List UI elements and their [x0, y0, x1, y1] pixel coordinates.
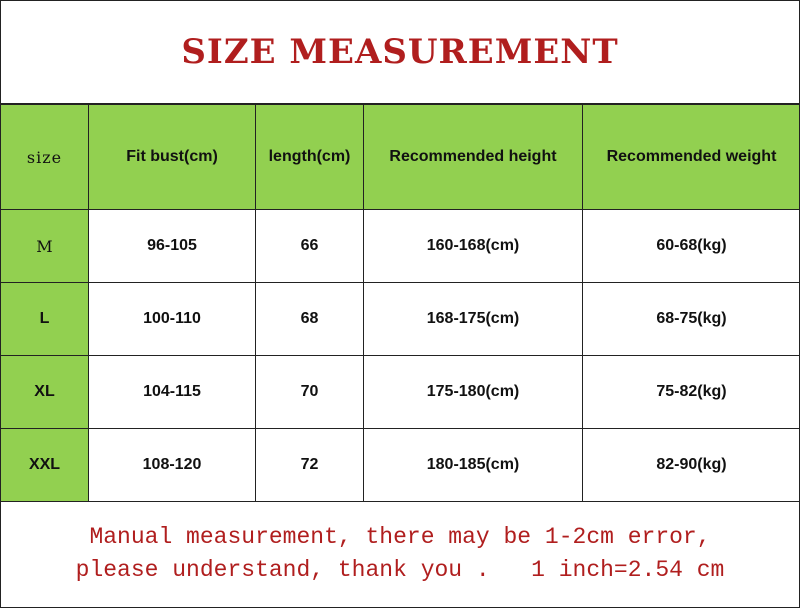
footer-line-1: Manual measurement, there may be 1-2cm e…: [89, 524, 711, 550]
bust-cell: 108-120: [88, 428, 256, 502]
size-cell: XL: [1, 355, 89, 429]
bust-cell: 96-105: [88, 209, 256, 283]
bust-cell: 104-115: [88, 355, 256, 429]
table-header-row: size Fit bust(cm) length(cm) Recommended…: [1, 104, 799, 210]
footer-line-2: please understand, thank you . 1 inch=2.…: [75, 557, 725, 583]
weight-cell: 75-82(kg): [582, 355, 799, 429]
header-length: length(cm): [255, 104, 364, 210]
length-cell: 68: [255, 282, 364, 356]
size-table: size Fit bust(cm) length(cm) Recommended…: [1, 104, 799, 502]
table-row: L 100-110 68 168-175(cm) 68-75(kg): [1, 282, 799, 356]
chart-title: SIZE MEASUREMENT: [1, 1, 799, 104]
header-size: size: [1, 104, 89, 210]
length-cell: 66: [255, 209, 364, 283]
weight-cell: 68-75(kg): [582, 282, 799, 356]
table-row: XXL 108-120 72 180-185(cm) 82-90(kg): [1, 428, 799, 502]
footer-note: Manual measurement, there may be 1-2cm e…: [1, 502, 799, 606]
height-cell: 180-185(cm): [363, 428, 583, 502]
height-cell: 175-180(cm): [363, 355, 583, 429]
table-row: M 96-105 66 160-168(cm) 60-68(kg): [1, 209, 799, 283]
size-cell: XXL: [1, 428, 89, 502]
weight-cell: 60-68(kg): [582, 209, 799, 283]
header-fit-bust: Fit bust(cm): [88, 104, 256, 210]
height-cell: 168-175(cm): [363, 282, 583, 356]
length-cell: 72: [255, 428, 364, 502]
table-row: XL 104-115 70 175-180(cm) 75-82(kg): [1, 355, 799, 429]
header-recommended-height: Recommended height: [363, 104, 583, 210]
height-cell: 160-168(cm): [363, 209, 583, 283]
size-cell: M: [1, 209, 89, 283]
size-cell: L: [1, 282, 89, 356]
weight-cell: 82-90(kg): [582, 428, 799, 502]
bust-cell: 100-110: [88, 282, 256, 356]
length-cell: 70: [255, 355, 364, 429]
header-recommended-weight: Recommended weight: [582, 104, 799, 210]
